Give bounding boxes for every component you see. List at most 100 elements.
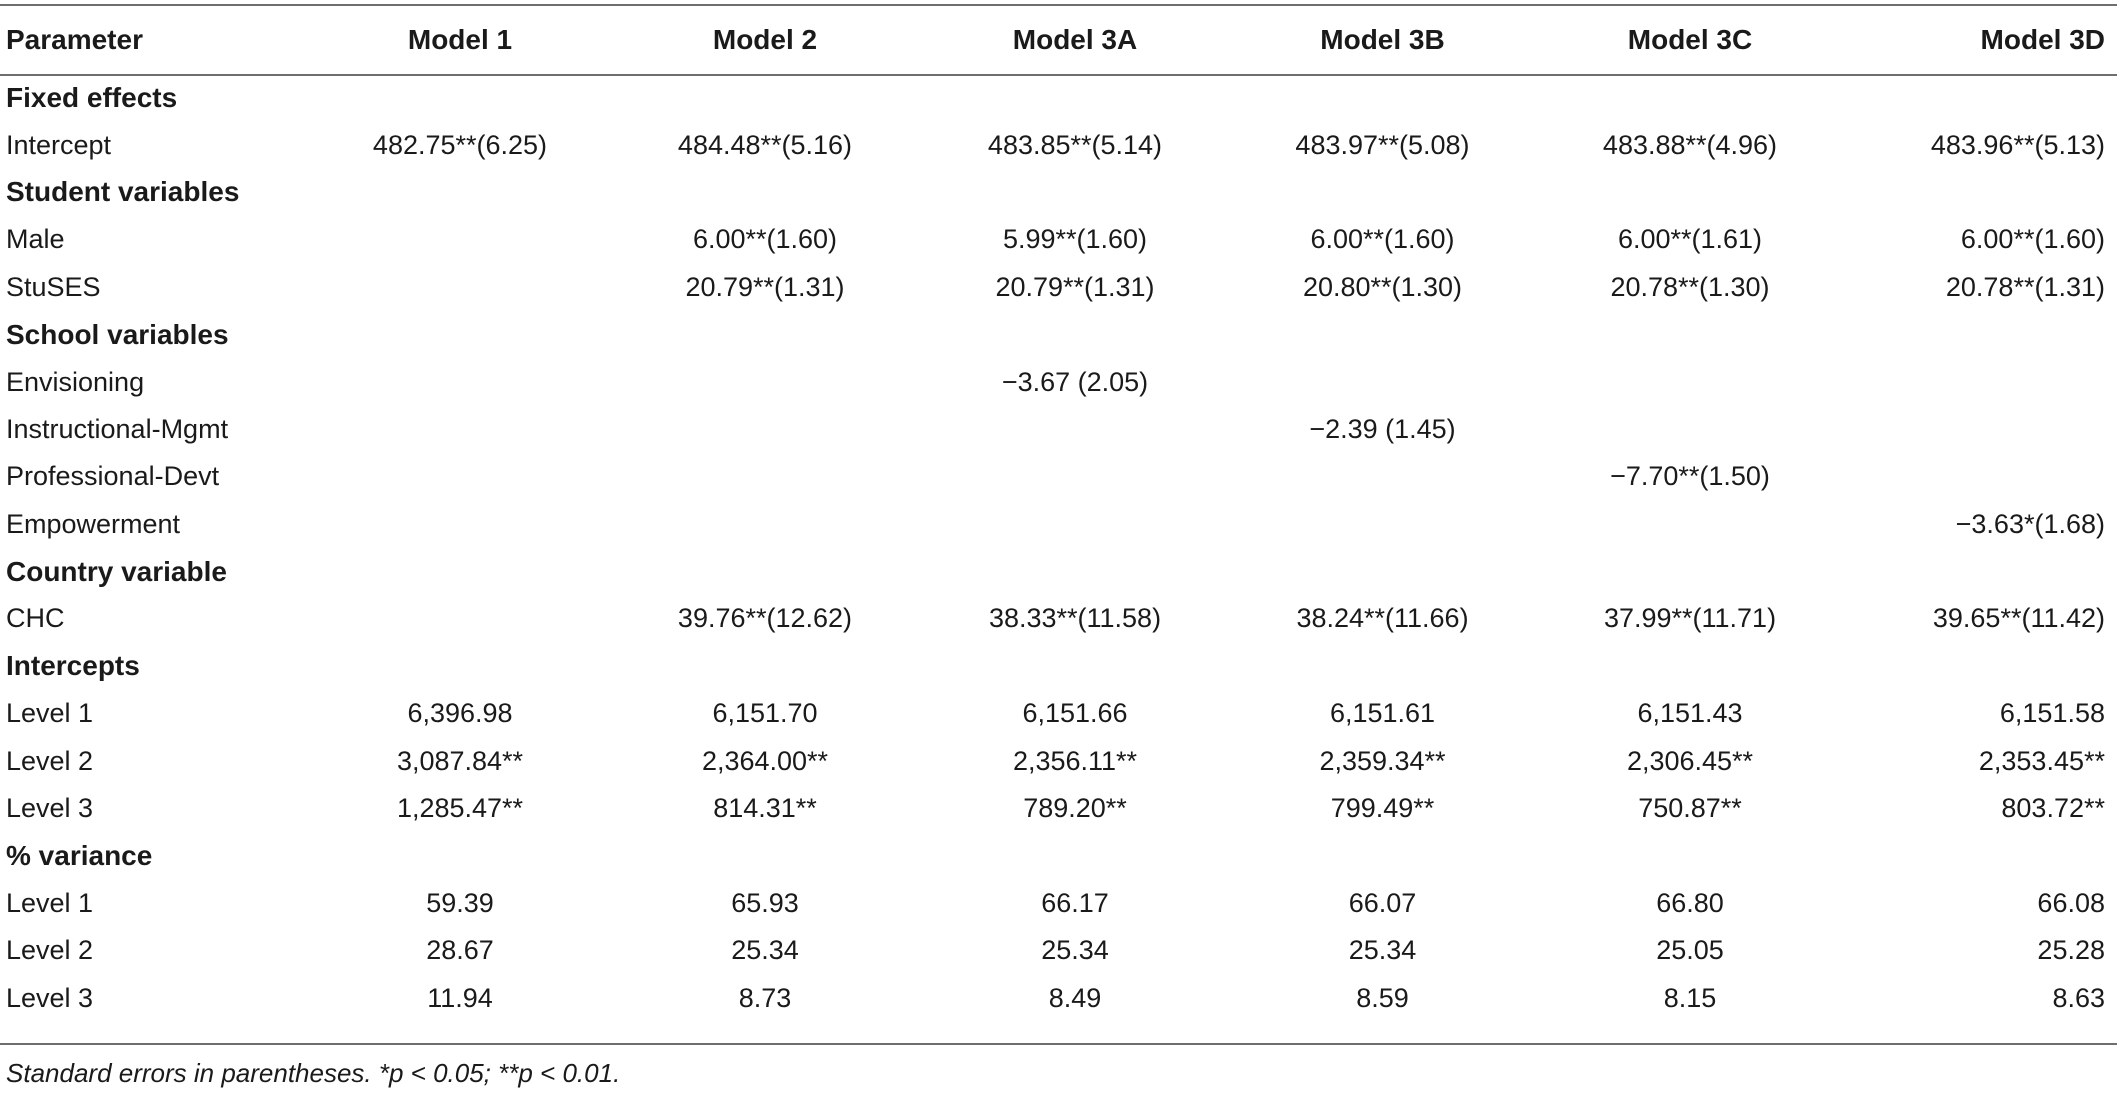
table-header-row: Parameter Model 1 Model 2 Model 3A Model… <box>0 6 2117 74</box>
table-cell: 6.00**(1.60) <box>1310 224 1455 255</box>
table-cell <box>1845 358 2117 405</box>
table-cell <box>310 406 610 453</box>
row-label: Level 3 <box>6 982 94 1013</box>
table-cell <box>1535 169 1845 216</box>
table-cell <box>310 501 610 548</box>
table-cell: 6,151.43 <box>1637 698 1743 729</box>
table-row: StuSES 20.79**(1.31) 20.79**(1.31) 20.80**(… <box>0 264 2117 311</box>
table-cell: 20.78**(1.30) <box>1610 271 1770 302</box>
table-row: CHC 39.76**(12.62) 38.33**(11.58) 38.24**(1… <box>0 595 2117 642</box>
table-row: Empowerment −3.63*(1.68) <box>0 501 2117 548</box>
results-table: Parameter Model 1 Model 2 Model 3A Model… <box>0 6 2117 1022</box>
table-cell <box>310 74 610 121</box>
table-cell: 25.28 <box>2037 935 2105 966</box>
row-label: Level 1 <box>6 887 94 918</box>
table-cell <box>1845 406 2117 453</box>
column-header-model-3c: Model 3C <box>1627 24 1753 55</box>
table-cell <box>310 453 610 500</box>
table-cell: 803.72** <box>2001 793 2105 824</box>
table-cell: 483.85**(5.14) <box>987 129 1163 160</box>
table-row: Professional-Devt −7.70**(1.50) <box>0 453 2117 500</box>
table-bottom-rule <box>0 1043 2117 1045</box>
table-cell <box>920 643 1230 690</box>
table-cell <box>1230 832 1535 879</box>
table-cell <box>610 453 920 500</box>
table-cell: 66.07 <box>1348 887 1417 918</box>
table-cell: 37.99**(11.71) <box>1603 603 1777 634</box>
table-cell <box>920 453 1230 500</box>
table-cell: 2,359.34** <box>1319 745 1446 776</box>
table-cell: 6,396.98 <box>407 698 513 729</box>
table-cell: 38.24**(11.66) <box>1296 603 1469 634</box>
table-cell: 6,151.61 <box>1329 698 1436 729</box>
table-cell: 39.76**(12.62) <box>677 603 853 634</box>
table-cell: −3.63*(1.68) <box>1955 508 2105 539</box>
table-cell <box>610 548 920 595</box>
table-cell: 483.97**(5.08) <box>1295 129 1470 160</box>
table-cell <box>610 501 920 548</box>
table-cell <box>310 595 610 642</box>
table-section-row: Intercepts <box>0 643 2117 690</box>
table-row: Male 6.00**(1.60) 5.99**(1.60) 6.00**(1.60)… <box>0 216 2117 263</box>
section-label: Country variable <box>6 555 227 587</box>
table-row: Level 1 6,396.98 6,151.70 6,151.66 6,151.61 6… <box>0 690 2117 737</box>
table-row: Level 3 1,285.47** 814.31** 789.20** 799.49*… <box>0 785 2117 832</box>
table-cell: 66.17 <box>1041 887 1109 918</box>
table-cell <box>310 169 610 216</box>
table-cell: 25.34 <box>1348 935 1417 966</box>
table-row: Level 2 3,087.84** 2,364.00** 2,356.11** 2,3… <box>0 737 2117 784</box>
table-cell <box>610 311 920 358</box>
table-cell: 20.80**(1.30) <box>1302 271 1463 302</box>
table-cell: 25.34 <box>1041 935 1109 966</box>
table-cell: 66.08 <box>2037 887 2105 918</box>
table-cell: −7.70**(1.50) <box>1610 461 1770 492</box>
table-cell: 484.48**(5.16) <box>677 129 853 160</box>
table-section-row: School variables <box>0 311 2117 358</box>
table-cell: 2,353.45** <box>1978 745 2105 776</box>
table-section-row: % variance <box>0 832 2117 879</box>
table-cell: 2,306.45** <box>1626 745 1754 776</box>
table-header-rule <box>0 74 2117 76</box>
column-header-model-2: Model 2 <box>712 24 818 55</box>
table-cell: 25.05 <box>1656 935 1724 966</box>
table-section-row: Fixed effects <box>0 74 2117 121</box>
row-label: Male <box>6 224 65 255</box>
table-cell <box>920 501 1230 548</box>
table-cell: 25.34 <box>731 935 799 966</box>
table-cell: 814.31** <box>713 793 817 824</box>
row-label: CHC <box>6 603 65 634</box>
row-label: Level 2 <box>6 935 94 966</box>
table-cell: 483.96**(5.13) <box>1930 129 2105 160</box>
section-label: Intercepts <box>6 650 140 682</box>
column-header-model-1: Model 1 <box>407 24 513 55</box>
table-cell: 59.39 <box>426 887 494 918</box>
column-header-parameter: Parameter <box>6 24 143 55</box>
table-cell: 6.00**(1.60) <box>692 224 838 255</box>
row-label: Level 1 <box>6 698 94 729</box>
table-cell: 6.00**(1.60) <box>1960 224 2105 255</box>
table-cell <box>1845 643 2117 690</box>
table-cell <box>1535 643 1845 690</box>
table-cell <box>610 74 920 121</box>
table-row: Instructional-Mgmt −2.39 (1.45) <box>0 406 2117 453</box>
table-cell: 20.79**(1.31) <box>995 271 1155 302</box>
table-cell <box>310 643 610 690</box>
table-section-row: Student variables <box>0 169 2117 216</box>
table-cell <box>1230 453 1535 500</box>
table-cell <box>1845 453 2117 500</box>
table-row: Level 3 11.94 8.73 8.49 8.59 8.15 8.63 <box>0 974 2117 1021</box>
table-cell: 38.33**(11.58) <box>988 603 1162 634</box>
row-label: Instructional-Mgmt <box>6 413 229 444</box>
table-cell <box>310 264 610 311</box>
table-cell: 8.15 <box>1663 982 1717 1013</box>
table-cell <box>1230 501 1535 548</box>
table-cell <box>1845 169 2117 216</box>
table-cell: 28.67 <box>426 935 494 966</box>
table-cell <box>610 169 920 216</box>
table-cell: 6,151.70 <box>712 698 818 729</box>
table-cell <box>920 832 1230 879</box>
table-cell: 6.00**(1.61) <box>1617 224 1763 255</box>
table-cell: 8.59 <box>1356 982 1409 1013</box>
table-cell <box>1535 358 1845 405</box>
table-row: Level 2 28.67 25.34 25.34 25.34 25.05 25.28 <box>0 927 2117 974</box>
